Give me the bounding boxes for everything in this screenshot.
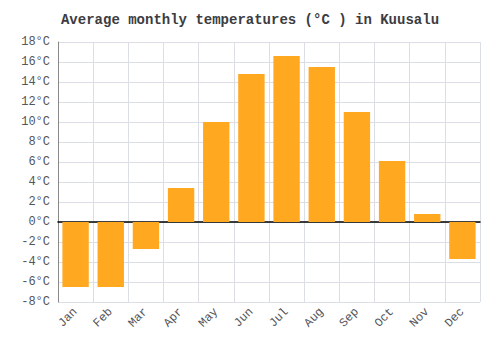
svg-text:8°C: 8°C bbox=[28, 135, 50, 149]
svg-text:-4°C: -4°C bbox=[21, 255, 50, 269]
svg-text:10°C: 10°C bbox=[21, 115, 50, 129]
svg-text:Feb: Feb bbox=[91, 305, 116, 330]
svg-text:4°C: 4°C bbox=[28, 175, 50, 189]
svg-text:18°C: 18°C bbox=[21, 35, 50, 49]
svg-text:Jul: Jul bbox=[266, 305, 291, 330]
svg-text:Nov: Nov bbox=[407, 305, 432, 330]
svg-text:Average monthly temperatures (: Average monthly temperatures (°C ) in Ku… bbox=[61, 12, 439, 28]
svg-text:-8°C: -8°C bbox=[21, 295, 50, 309]
svg-text:Jun: Jun bbox=[231, 305, 256, 330]
svg-text:Oct: Oct bbox=[372, 305, 397, 330]
svg-text:Sep: Sep bbox=[337, 305, 362, 330]
svg-text:Mar: Mar bbox=[126, 305, 151, 330]
svg-text:-2°C: -2°C bbox=[21, 235, 50, 249]
svg-text:16°C: 16°C bbox=[21, 55, 50, 69]
svg-text:6°C: 6°C bbox=[28, 155, 50, 169]
svg-text:2°C: 2°C bbox=[28, 195, 50, 209]
svg-text:Jan: Jan bbox=[55, 305, 80, 330]
svg-text:12°C: 12°C bbox=[21, 95, 50, 109]
svg-text:Dec: Dec bbox=[442, 305, 467, 330]
svg-text:Aug: Aug bbox=[302, 305, 327, 330]
svg-text:0°C: 0°C bbox=[28, 215, 50, 229]
svg-text:14°C: 14°C bbox=[21, 75, 50, 89]
svg-text:Apr: Apr bbox=[161, 305, 186, 330]
svg-text:-6°C: -6°C bbox=[21, 275, 50, 289]
svg-text:May: May bbox=[196, 305, 221, 330]
